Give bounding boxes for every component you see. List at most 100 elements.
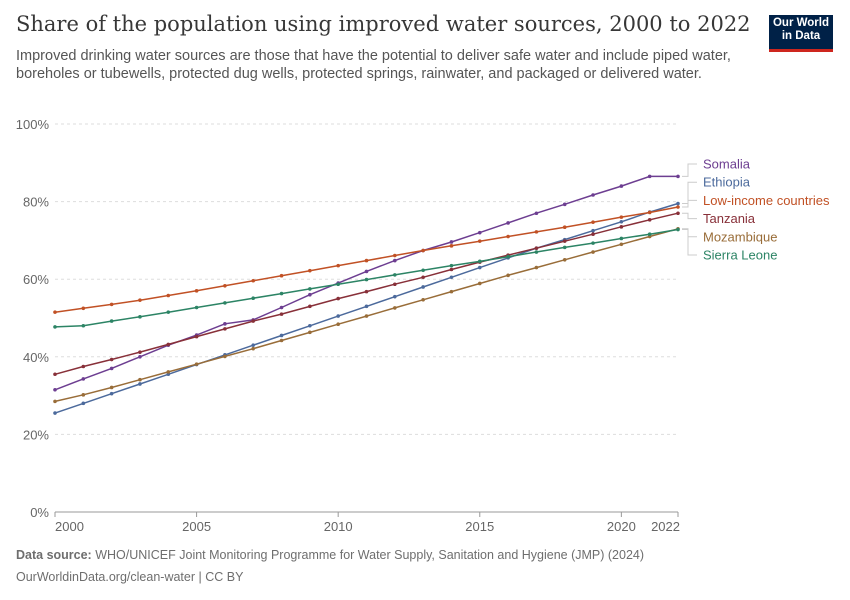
data-point[interactable] bbox=[421, 297, 425, 302]
data-point[interactable] bbox=[676, 227, 680, 232]
data-point[interactable] bbox=[336, 263, 340, 268]
data-point[interactable] bbox=[279, 312, 284, 316]
data-point[interactable] bbox=[279, 305, 284, 310]
data-point[interactable] bbox=[449, 289, 454, 294]
data-point[interactable] bbox=[506, 254, 510, 259]
data-point[interactable] bbox=[138, 355, 142, 359]
data-point[interactable] bbox=[364, 304, 369, 309]
data-point[interactable] bbox=[676, 211, 680, 216]
data-point[interactable] bbox=[81, 323, 86, 328]
data-point[interactable] bbox=[81, 401, 86, 406]
legend-label[interactable]: Sierra Leone bbox=[703, 248, 777, 263]
data-point[interactable] bbox=[477, 239, 482, 243]
data-point[interactable] bbox=[109, 366, 114, 371]
data-point[interactable] bbox=[647, 218, 652, 222]
data-point[interactable] bbox=[364, 269, 369, 274]
data-point[interactable] bbox=[138, 350, 142, 354]
data-point[interactable] bbox=[591, 250, 595, 254]
data-point[interactable] bbox=[194, 289, 199, 293]
data-point[interactable] bbox=[138, 315, 142, 319]
data-point[interactable] bbox=[364, 258, 369, 263]
data-point[interactable] bbox=[506, 234, 510, 239]
data-point[interactable] bbox=[562, 225, 567, 230]
data-point[interactable] bbox=[534, 211, 539, 216]
data-point[interactable] bbox=[534, 230, 539, 234]
data-point[interactable] bbox=[477, 230, 482, 235]
legend-label[interactable]: Ethiopia bbox=[703, 175, 751, 190]
data-point[interactable] bbox=[81, 377, 86, 381]
footer-url[interactable]: OurWorldinData.org/clean-water | CC BY bbox=[16, 570, 244, 584]
data-point[interactable] bbox=[647, 232, 652, 236]
data-point[interactable] bbox=[279, 273, 284, 278]
data-point[interactable] bbox=[308, 268, 312, 273]
data-point[interactable] bbox=[109, 302, 114, 307]
data-point[interactable] bbox=[449, 263, 454, 268]
data-point[interactable] bbox=[619, 225, 624, 229]
data-point[interactable] bbox=[223, 301, 227, 305]
data-point[interactable] bbox=[251, 319, 256, 323]
data-point[interactable] bbox=[166, 370, 171, 374]
data-point[interactable] bbox=[194, 362, 199, 366]
data-point[interactable] bbox=[421, 275, 425, 280]
data-point[interactable] bbox=[591, 228, 595, 233]
data-point[interactable] bbox=[251, 296, 256, 301]
data-point[interactable] bbox=[477, 265, 482, 270]
data-point[interactable] bbox=[393, 282, 397, 287]
data-point[interactable] bbox=[506, 221, 510, 225]
data-point[interactable] bbox=[279, 333, 284, 338]
data-point[interactable] bbox=[53, 325, 57, 329]
data-point[interactable] bbox=[53, 310, 57, 314]
series-line[interactable] bbox=[54, 175, 678, 391]
data-point[interactable] bbox=[81, 364, 86, 369]
data-point[interactable] bbox=[279, 291, 284, 296]
data-point[interactable] bbox=[393, 273, 397, 277]
data-point[interactable] bbox=[364, 277, 369, 282]
data-point[interactable] bbox=[591, 193, 595, 197]
data-point[interactable] bbox=[562, 239, 567, 243]
data-point[interactable] bbox=[421, 268, 425, 273]
data-point[interactable] bbox=[336, 314, 340, 318]
data-point[interactable] bbox=[109, 319, 114, 323]
data-point[interactable] bbox=[421, 248, 425, 253]
data-point[interactable] bbox=[166, 310, 171, 314]
data-point[interactable] bbox=[619, 219, 624, 224]
data-point[interactable] bbox=[53, 372, 57, 377]
data-point[interactable] bbox=[251, 278, 256, 283]
data-point[interactable] bbox=[619, 184, 624, 188]
data-point[interactable] bbox=[591, 241, 595, 245]
data-point[interactable] bbox=[138, 382, 142, 386]
series-line[interactable] bbox=[54, 202, 679, 414]
data-point[interactable] bbox=[676, 205, 680, 209]
data-point[interactable] bbox=[619, 236, 624, 241]
data-point[interactable] bbox=[194, 334, 199, 339]
legend-label[interactable]: Mozambique bbox=[703, 229, 777, 244]
data-point[interactable] bbox=[223, 283, 227, 288]
data-point[interactable] bbox=[393, 258, 397, 263]
data-point[interactable] bbox=[138, 298, 142, 302]
legend-label[interactable]: Somalia bbox=[703, 157, 751, 172]
data-point[interactable] bbox=[477, 259, 482, 264]
data-point[interactable] bbox=[166, 293, 171, 298]
data-point[interactable] bbox=[393, 253, 397, 258]
legend-label[interactable]: Low-income countries bbox=[703, 193, 830, 208]
data-point[interactable] bbox=[449, 275, 454, 280]
data-point[interactable] bbox=[393, 306, 397, 310]
data-point[interactable] bbox=[308, 287, 312, 291]
owid-logo[interactable]: Our World in Data bbox=[769, 15, 833, 52]
data-point[interactable] bbox=[308, 292, 312, 297]
data-point[interactable] bbox=[477, 281, 482, 286]
data-point[interactable] bbox=[591, 220, 595, 224]
data-point[interactable] bbox=[166, 342, 171, 347]
data-point[interactable] bbox=[364, 289, 369, 294]
data-point[interactable] bbox=[194, 305, 199, 310]
data-point[interactable] bbox=[336, 322, 340, 327]
data-point[interactable] bbox=[393, 294, 397, 299]
data-point[interactable] bbox=[449, 244, 454, 248]
data-point[interactable] bbox=[138, 377, 142, 382]
data-point[interactable] bbox=[591, 232, 595, 236]
data-point[interactable] bbox=[534, 246, 539, 250]
data-point[interactable] bbox=[53, 411, 57, 415]
data-point[interactable] bbox=[109, 385, 114, 390]
data-point[interactable] bbox=[562, 258, 567, 262]
data-point[interactable] bbox=[308, 304, 312, 309]
